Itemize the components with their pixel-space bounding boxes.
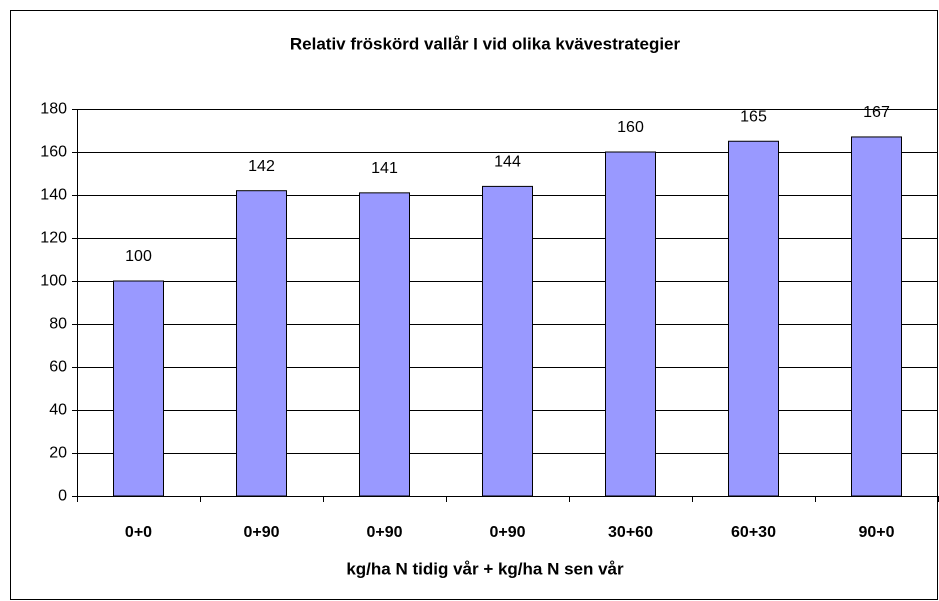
x-tick-label: 90+0 [858, 524, 894, 541]
bar [236, 190, 287, 497]
x-tick-label: 60+30 [731, 524, 776, 541]
value-label: 167 [863, 104, 890, 121]
x-tick-label: 0+90 [243, 524, 279, 541]
x-tick-label: 0+90 [366, 524, 402, 541]
bar [359, 192, 410, 497]
chart-title: Relativ fröskörd vallår I vid olika kväv… [290, 34, 681, 53]
value-label: 165 [740, 108, 767, 125]
y-tick-label: 100 [40, 273, 67, 290]
y-tick-label: 140 [40, 187, 67, 204]
x-tick-label: 30+60 [608, 524, 653, 541]
chart-border [10, 10, 938, 600]
x-tick-label: 0+0 [125, 524, 152, 541]
bar [113, 280, 164, 497]
y-tick-label: 160 [40, 144, 67, 161]
bar [482, 185, 533, 497]
y-tick-label: 180 [40, 101, 67, 118]
y-tick-label: 40 [49, 402, 67, 419]
value-label: 141 [371, 160, 398, 177]
bar [728, 140, 779, 497]
y-tick-label: 20 [49, 445, 67, 462]
value-label: 142 [248, 158, 275, 175]
bar [851, 136, 902, 497]
y-tick-label: 0 [58, 488, 67, 505]
bar [605, 151, 656, 497]
y-tick-label: 60 [49, 359, 67, 376]
x-axis-title: kg/ha N tidig vår + kg/ha N sen vår [346, 559, 624, 578]
value-label: 160 [617, 119, 644, 136]
x-tick-label: 0+90 [489, 524, 525, 541]
value-label: 144 [494, 154, 521, 171]
y-tick-label: 120 [40, 230, 67, 247]
value-label: 100 [125, 248, 152, 265]
y-tick-label: 80 [49, 316, 67, 333]
